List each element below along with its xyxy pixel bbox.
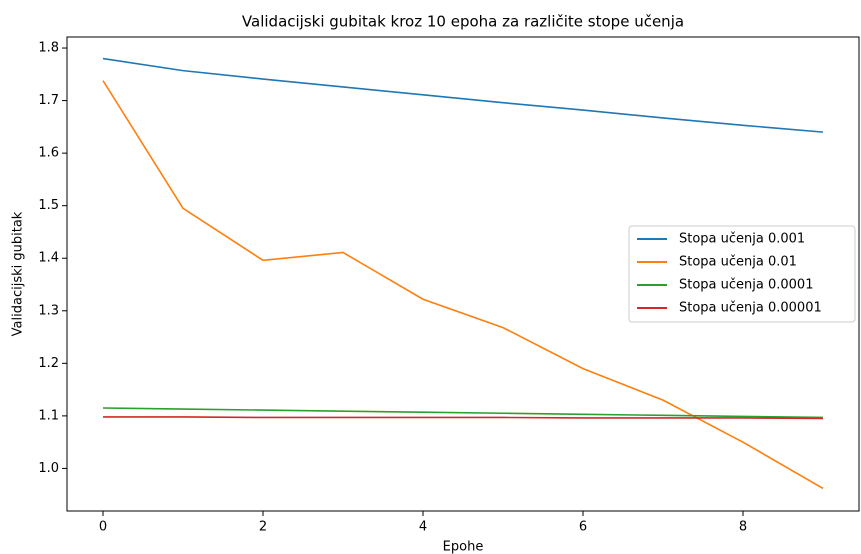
y-tick-label: 1.7 <box>38 93 59 108</box>
plot-frame <box>66 36 860 512</box>
x-axis-label: Epohe <box>443 540 484 554</box>
y-tick-label: 1.3 <box>38 303 59 318</box>
chart-title: Validacijski gubitak kroz 10 epoha za ra… <box>242 13 684 31</box>
y-tick-label: 1.1 <box>38 408 59 423</box>
series-line <box>102 80 824 490</box>
y-tick-label: 1.5 <box>38 198 59 213</box>
y-tick-label: 1.0 <box>38 461 59 476</box>
y-tick-label: 1.4 <box>38 251 59 266</box>
series-line <box>102 57 824 133</box>
legend-label: Stopa učenja 0.01 <box>679 255 797 270</box>
legend-label: Stopa učenja 0.0001 <box>679 278 813 293</box>
y-tick-label: 1.6 <box>38 146 59 161</box>
y-axis-label: Validacijski gubitak <box>11 211 26 336</box>
x-tick-label: 4 <box>419 520 427 535</box>
legend-label: Stopa učenja 0.00001 <box>679 301 822 316</box>
legend-label: Stopa učenja 0.001 <box>679 232 805 247</box>
y-tick-label: 1.2 <box>38 356 59 371</box>
x-tick-label: 0 <box>99 520 107 535</box>
x-tick-label: 6 <box>579 520 587 535</box>
x-tick-label: 8 <box>739 520 747 535</box>
x-tick-label: 2 <box>259 520 267 535</box>
series-line <box>103 416 824 420</box>
y-tick-label: 1.8 <box>38 41 59 56</box>
legend-box <box>628 225 856 323</box>
series-line <box>102 407 824 419</box>
